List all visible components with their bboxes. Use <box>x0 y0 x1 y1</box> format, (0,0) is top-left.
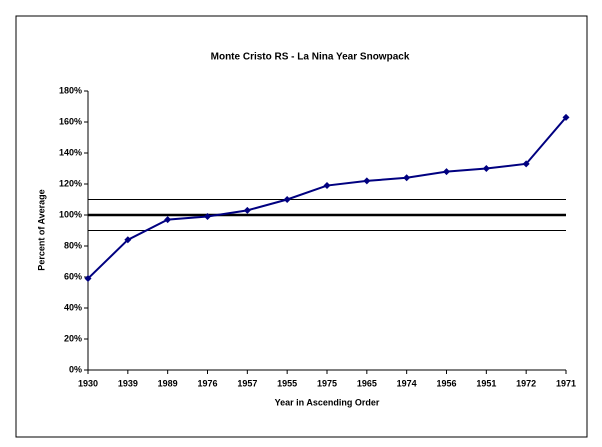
data-point <box>84 275 92 283</box>
data-point <box>283 196 291 203</box>
data-point <box>323 182 331 190</box>
x-tick-label: 1989 <box>158 378 178 388</box>
x-tick-label: 1939 <box>118 378 138 388</box>
x-tick-label: 1957 <box>237 378 257 388</box>
y-tick-label: 120% <box>59 178 82 188</box>
y-tick-label: 0% <box>69 364 82 374</box>
chart-border <box>15 15 588 438</box>
y-tick-label: 160% <box>59 116 82 126</box>
x-tick-label: 1955 <box>277 378 297 388</box>
x-tick-label: 1956 <box>436 378 456 388</box>
x-tick-label: 1971 <box>556 378 576 388</box>
data-point <box>124 236 132 244</box>
data-point <box>164 216 172 224</box>
data-point <box>443 168 450 176</box>
x-tick-label: 1951 <box>476 378 496 388</box>
data-point <box>243 206 251 214</box>
y-tick-label: 40% <box>64 302 82 312</box>
y-tick-label: 100% <box>59 209 82 219</box>
y-axis-label: Percent of Average <box>36 189 46 270</box>
y-tick-label: 20% <box>64 333 82 343</box>
y-tick-label: 80% <box>64 240 82 250</box>
data-point <box>562 113 570 121</box>
data-point <box>403 174 411 182</box>
data-point <box>204 213 211 221</box>
data-point <box>482 165 490 172</box>
x-tick-label: 1975 <box>317 378 337 388</box>
x-tick-label: 1974 <box>397 378 417 388</box>
x-tick-label: 1930 <box>78 378 98 388</box>
x-axis-label: Year in Ascending Order <box>275 397 380 407</box>
x-tick-label: 1965 <box>357 378 377 388</box>
y-tick-label: 140% <box>59 147 82 157</box>
data-point <box>522 160 530 168</box>
data-point <box>363 177 371 185</box>
y-tick-label: 180% <box>59 85 82 95</box>
x-tick-label: 1972 <box>516 378 536 388</box>
chart-title: Monte Cristo RS - La Nina Year Snowpack <box>211 52 410 63</box>
y-tick-label: 60% <box>64 271 82 281</box>
x-tick-label: 1976 <box>197 378 217 388</box>
